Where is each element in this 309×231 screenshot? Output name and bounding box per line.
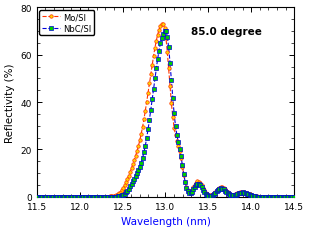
Text: 85.0 degree: 85.0 degree	[191, 27, 262, 37]
Y-axis label: Reflectivity (%): Reflectivity (%)	[5, 63, 15, 142]
X-axis label: Wavelength (nm): Wavelength (nm)	[121, 216, 210, 226]
Legend: Mo/SI, NbC/SI: Mo/SI, NbC/SI	[39, 11, 94, 36]
